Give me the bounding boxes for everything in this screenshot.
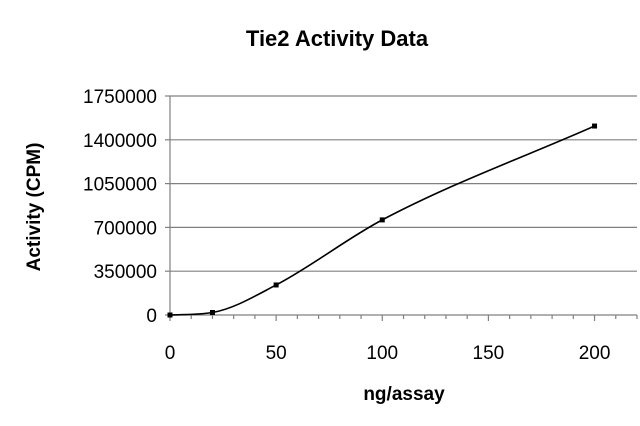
chart-title: Tie2 Activity Data [246,26,429,51]
data-point [592,123,598,129]
x-tick-label: 100 [366,343,398,364]
y-tick-label: 1750000 [83,87,157,108]
y-axis-ticks: 0 350000 700000 1050000 1400000 1750000 [83,87,170,327]
x-axis-label: ng/assay [363,384,445,405]
x-tick-label: 0 [165,343,176,364]
gridlines [170,95,637,272]
data-point [209,309,215,315]
data-point [273,282,279,288]
series-layer [167,123,598,318]
y-tick-label: 700000 [94,218,157,239]
y-axis-label: Activity (CPM) [24,143,45,272]
y-tick-label: 1400000 [83,131,157,152]
data-point [379,217,385,223]
x-axis-ticks: 0 50 100 150 200 [165,315,638,364]
x-tick-label: 50 [266,343,287,364]
data-point [167,312,173,318]
x-tick-label: 200 [579,343,611,364]
y-tick-label: 1050000 [83,175,157,196]
x-tick-label: 150 [473,343,505,364]
y-tick-label: 0 [146,306,157,327]
y-tick-label: 350000 [94,262,157,283]
